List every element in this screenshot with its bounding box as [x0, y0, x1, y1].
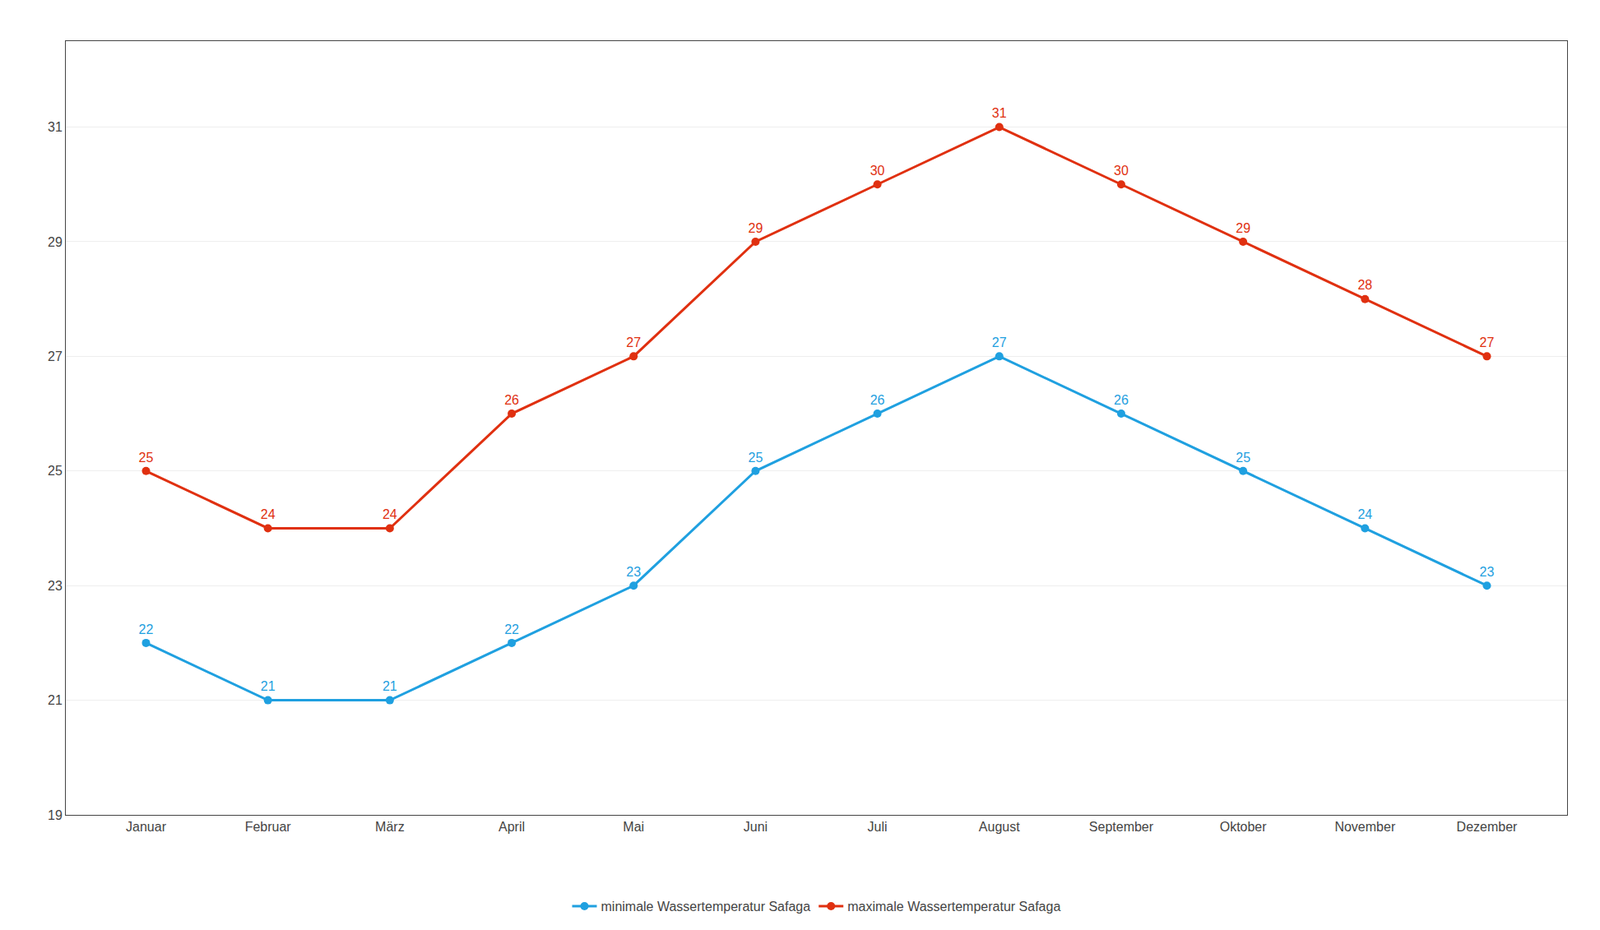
svg-text:24: 24 — [1357, 507, 1373, 522]
svg-text:25: 25 — [139, 450, 154, 465]
svg-text:Oktober: Oktober — [1219, 820, 1268, 835]
svg-text:26: 26 — [1113, 393, 1129, 408]
svg-text:27: 27 — [626, 335, 641, 350]
svg-text:Dezember: Dezember — [1456, 820, 1518, 835]
svg-text:30: 30 — [870, 163, 886, 178]
svg-text:19: 19 — [47, 808, 63, 823]
svg-text:31: 31 — [992, 106, 1007, 121]
svg-text:22: 22 — [504, 622, 520, 637]
svg-text:27: 27 — [47, 349, 63, 364]
svg-text:21: 21 — [47, 693, 63, 708]
svg-text:23: 23 — [47, 579, 63, 594]
svg-text:29: 29 — [1235, 221, 1251, 236]
svg-text:31: 31 — [47, 120, 63, 135]
svg-text:Mai: Mai — [622, 820, 645, 835]
svg-text:Juli: Juli — [867, 820, 888, 835]
svg-text:maximale Wassertemperatur Safa: maximale Wassertemperatur Safaga — [847, 899, 1061, 914]
svg-text:23: 23 — [1479, 565, 1495, 580]
svg-text:25: 25 — [1235, 450, 1251, 465]
svg-text:März: März — [375, 820, 405, 835]
svg-text:21: 21 — [260, 679, 276, 694]
svg-text:Juni: Juni — [743, 820, 768, 835]
svg-text:22: 22 — [139, 622, 154, 637]
svg-text:November: November — [1334, 820, 1396, 835]
svg-text:25: 25 — [748, 450, 764, 465]
svg-text:minimale Wassertemperatur Safa: minimale Wassertemperatur Safaga — [601, 899, 812, 914]
svg-text:27: 27 — [992, 335, 1007, 350]
svg-text:21: 21 — [382, 679, 398, 694]
svg-text:29: 29 — [748, 221, 764, 236]
svg-text:28: 28 — [1357, 278, 1373, 293]
svg-text:26: 26 — [870, 393, 886, 408]
svg-text:Februar: Februar — [245, 820, 293, 835]
svg-text:25: 25 — [47, 463, 63, 478]
svg-text:29: 29 — [47, 235, 63, 250]
svg-text:24: 24 — [382, 507, 398, 522]
svg-text:26: 26 — [504, 393, 520, 408]
svg-text:24: 24 — [260, 507, 276, 522]
svg-text:27: 27 — [1479, 335, 1495, 350]
svg-text:23: 23 — [626, 565, 641, 580]
svg-text:April: April — [498, 820, 525, 835]
svg-text:August: August — [978, 820, 1021, 835]
svg-text:September: September — [1089, 820, 1155, 835]
svg-text:30: 30 — [1113, 163, 1129, 178]
svg-text:Januar: Januar — [125, 820, 167, 835]
